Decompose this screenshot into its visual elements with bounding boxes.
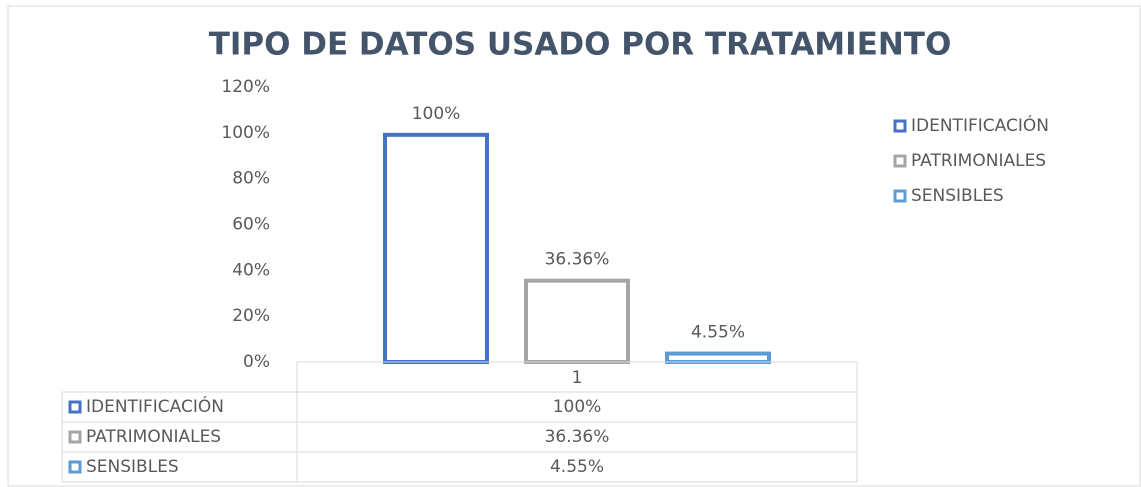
table-value: 100% [553,397,602,417]
legend-label: IDENTIFICACIÓN [911,114,1049,136]
table-key [68,460,82,474]
legend-label: PATRIMONIALES [911,151,1046,171]
y-tick-label: 100% [221,123,270,143]
table-key [68,430,82,444]
y-tick-label: 60% [232,215,270,235]
table-series-name: SENSIBLES [86,457,179,477]
legend-key [893,154,907,168]
y-tick-label: 120% [221,77,270,97]
chart-title: TIPO DE DATOS USADO POR TRATAMIENTO [209,27,952,63]
table-series-name: IDENTIFICACIÓN [86,395,224,417]
data-label: 100% [412,104,461,124]
table-key [68,400,82,414]
bar [383,132,489,364]
table-value: 36.36% [545,427,610,447]
chart-frame [7,5,1141,487]
data-label: 36.36% [545,250,610,270]
table-value: 4.55% [550,457,604,477]
y-tick-label: 40% [232,260,270,280]
legend-key [893,189,907,203]
y-tick-label: 20% [232,306,270,326]
legend-label: SENSIBLES [911,186,1004,206]
bar [665,351,771,364]
x-tick-label: 1 [572,368,583,388]
legend-key [893,119,907,133]
bar [524,278,630,364]
data-label: 4.55% [691,323,745,343]
y-tick-label: 0% [243,352,270,372]
table-series-name: PATRIMONIALES [86,427,221,447]
y-tick-label: 80% [232,169,270,189]
